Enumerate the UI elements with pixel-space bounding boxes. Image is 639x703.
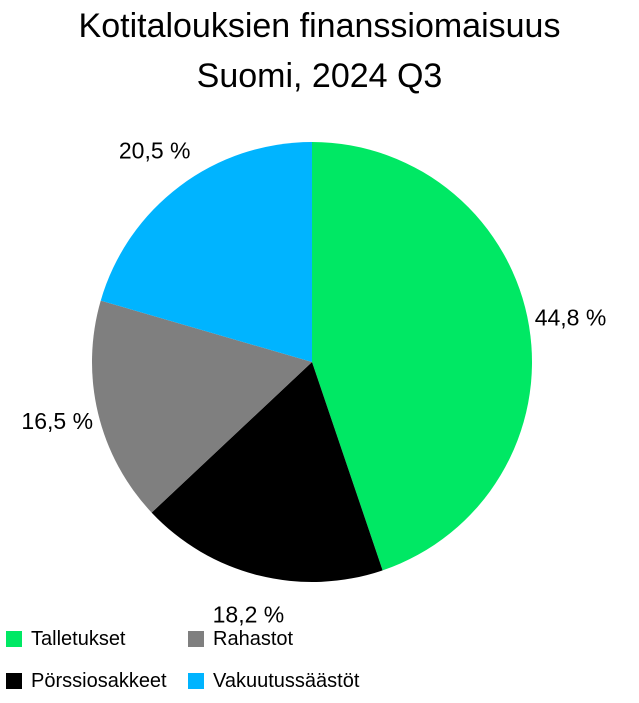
legend-swatch — [6, 673, 22, 689]
pie-slice-talletukset — [312, 142, 532, 571]
legend-label: Rahastot — [213, 627, 294, 650]
legend-item-talletukset: Talletukset — [6, 624, 126, 654]
chart-subtitle: Suomi, 2024 Q3 — [196, 57, 443, 95]
pie-slice-rahastot — [91, 300, 312, 513]
data-label: 18,2 % — [213, 601, 285, 627]
legend-swatch — [188, 631, 204, 647]
chart-title: Kotitalouksien finanssiomaisuus — [78, 7, 561, 45]
pie-slice-p-rssiosakkeet — [151, 362, 383, 582]
legend-item-vakuutussaastot: Vakuutussäästöt — [188, 666, 359, 696]
legend-label: Talletukset — [31, 627, 126, 650]
legend-item-rahastot: Rahastot — [188, 624, 293, 654]
data-label: 44,8 % — [535, 304, 607, 330]
legend-swatch — [6, 631, 22, 647]
data-label: 20,5 % — [119, 138, 191, 164]
legend-item-porssiosakkeet: Pörssiosakkeet — [6, 666, 167, 696]
chart-legend: Talletukset Rahastot Pörssiosakkeet Vaku… — [6, 622, 606, 702]
legend-label: Pörssiosakkeet — [31, 669, 167, 692]
legend-label: Vakuutussäästöt — [213, 669, 360, 692]
pie-slice-vakuutuss-st-t — [100, 142, 313, 362]
data-label: 16,5 % — [21, 408, 93, 434]
legend-swatch — [188, 673, 204, 689]
